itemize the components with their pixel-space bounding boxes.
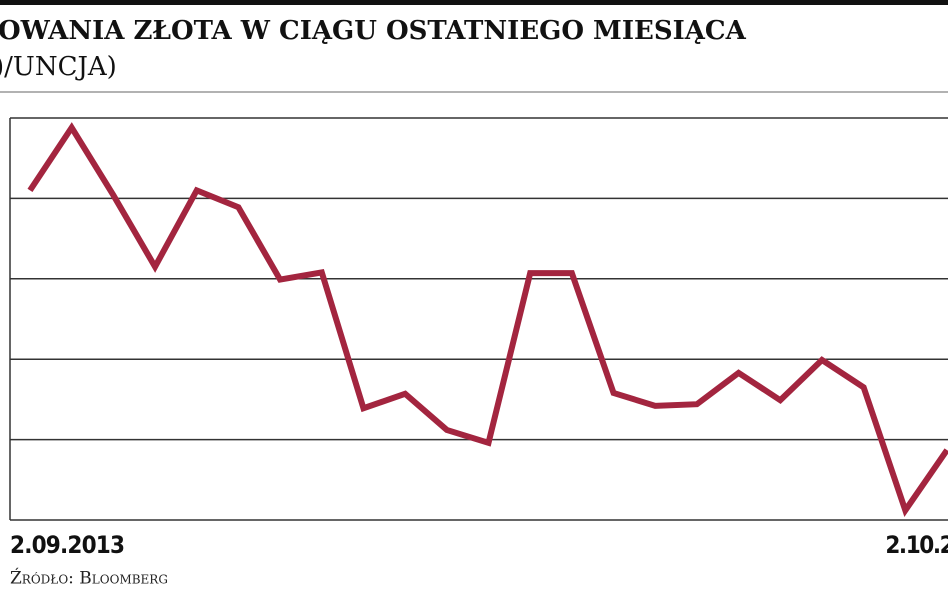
chart-title: OWANIA ZŁOTA W CIĄGU OSTATNIEGO MIESIĄCA: [0, 16, 747, 46]
chart-subtitle: )/UNCJA): [0, 52, 117, 82]
top-rule: [0, 0, 948, 5]
line-series: [27, 122, 948, 517]
x-tick-label: 2.10.20: [885, 531, 948, 559]
x-tick-label: 2.09.2013: [10, 531, 125, 559]
source: Źródło: Bloomberg: [10, 568, 168, 589]
